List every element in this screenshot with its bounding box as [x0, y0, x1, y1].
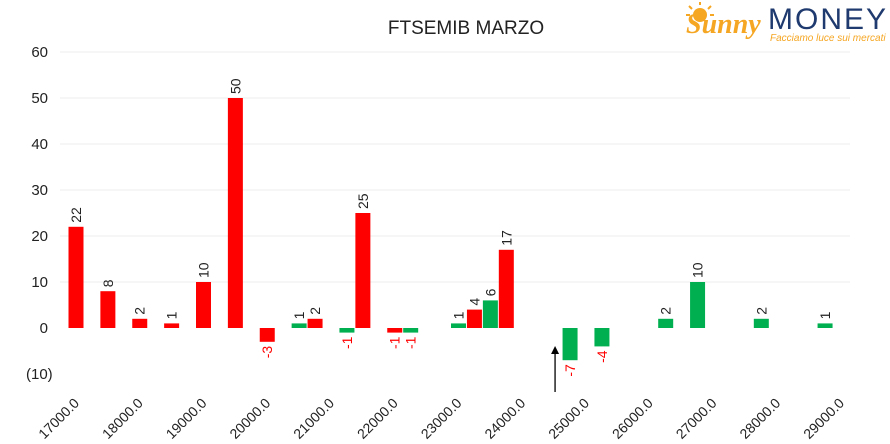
y-tick-label: (10) [26, 366, 53, 383]
y-tick-label: 20 [31, 228, 48, 245]
logo-word-money: MONEY [768, 3, 888, 36]
data-label: 1 [817, 311, 833, 319]
data-label: -4 [594, 350, 610, 363]
x-tick-label: 23000.0 [418, 395, 465, 442]
y-tick-label: 10 [31, 274, 48, 291]
bars [68, 98, 833, 361]
bar [339, 328, 355, 333]
bar [387, 328, 403, 333]
bar [562, 328, 578, 361]
y-tick-label: 60 [31, 44, 48, 61]
y-tick-label: 30 [31, 182, 48, 199]
x-tick-label: 21000.0 [290, 395, 337, 442]
x-tick-label: 24000.0 [481, 395, 528, 442]
logo-tagline: Facciamo luce sui mercati [770, 33, 886, 44]
sun-icon [686, 2, 714, 22]
x-tick-label: 25000.0 [545, 395, 592, 442]
bar [307, 318, 323, 328]
data-label: 2 [753, 307, 769, 315]
bar [403, 328, 419, 333]
data-label: -3 [259, 346, 275, 359]
data-label: 6 [482, 288, 498, 296]
bar [594, 328, 610, 347]
logo-word-sunny: Sunny [686, 9, 761, 40]
y-tick-label: 40 [31, 136, 48, 153]
x-tick-label: 18000.0 [99, 395, 146, 442]
data-label: 4 [466, 298, 482, 306]
bar [227, 98, 243, 328]
data-label: 10 [690, 262, 706, 278]
x-tick-label: 19000.0 [163, 395, 210, 442]
y-axis: 60 50 40 30 20 10 0 (10) [26, 44, 53, 383]
price-arrow-head [551, 346, 560, 354]
bar [259, 328, 275, 342]
bar [451, 323, 466, 328]
bar [291, 323, 307, 328]
x-axis: 17000.0 18000.0 19000.0 20000.0 21000.0 22000… [35, 395, 847, 442]
y-tick-label: 0 [40, 320, 48, 337]
data-label: -7 [562, 364, 578, 377]
data-label: 2 [307, 307, 323, 315]
bar [132, 318, 148, 328]
bar [817, 323, 833, 328]
bar [68, 226, 84, 328]
y-tick-label: 50 [31, 90, 48, 107]
gridlines [60, 51, 850, 283]
x-tick-label: 17000.0 [35, 395, 82, 442]
bar [466, 309, 482, 328]
data-label: 2 [132, 307, 148, 315]
data-label: 8 [100, 279, 116, 287]
bar [100, 291, 116, 328]
x-tick-label: 20000.0 [226, 395, 273, 442]
bar [658, 318, 674, 328]
x-tick-label: 27000.0 [673, 395, 720, 442]
bar [355, 213, 371, 328]
data-label: 22 [68, 207, 84, 223]
x-tick-label: 29000.0 [800, 395, 847, 442]
bar [498, 249, 514, 328]
data-label: 25 [355, 193, 371, 209]
x-tick-label: 22000.0 [354, 395, 401, 442]
x-tick-label: 26000.0 [609, 395, 656, 442]
data-label: -1 [403, 336, 419, 349]
x-tick-label: 28000.0 [736, 395, 783, 442]
bar [690, 282, 706, 328]
data-label: 1 [451, 311, 467, 319]
data-label: 1 [291, 311, 307, 319]
bar [196, 282, 211, 328]
data-label: 2 [658, 307, 674, 315]
bar [753, 318, 769, 328]
bar [164, 323, 180, 328]
data-label: -1 [339, 336, 355, 349]
data-label: 17 [498, 230, 514, 246]
bar [482, 300, 498, 328]
brand-logo: Sunny MONEY Facciamo luce sui mercati [686, 2, 888, 44]
chart-title: FTSEMIB MARZO [388, 18, 544, 39]
data-label: -1 [387, 336, 403, 349]
data-label: 1 [164, 311, 180, 319]
data-label: 50 [227, 78, 243, 94]
price-arrow [551, 346, 560, 392]
data-label: 10 [196, 262, 212, 278]
